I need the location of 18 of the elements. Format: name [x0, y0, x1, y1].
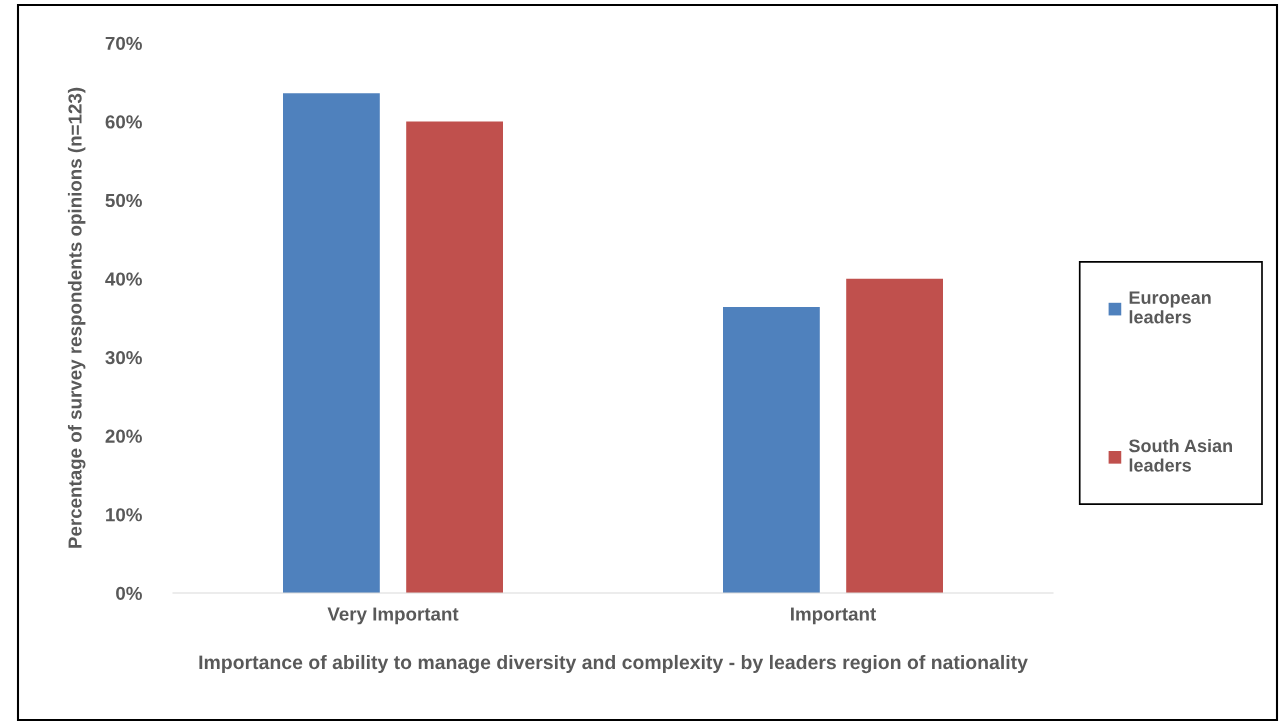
bar	[846, 278, 943, 593]
y-tick-label: 20%	[105, 429, 142, 443]
x-axis-title: Importance of ability to manage diversity and complexity - by leaders region of nationality	[199, 654, 1028, 674]
y-tick-label: 40%	[105, 272, 142, 286]
legend-label: European leaders	[1129, 291, 1211, 324]
x-tick-label: Very Important	[327, 607, 459, 625]
y-tick-label: 30%	[105, 350, 142, 365]
y-tick-label: 70%	[105, 36, 142, 50]
bar	[723, 307, 820, 593]
x-tick-label: Important	[791, 607, 876, 625]
y-axis-title: Percentage of survey respondents opinions (n=123)	[67, 87, 86, 548]
bar	[406, 121, 503, 593]
y-tick-label: 60%	[105, 115, 142, 129]
bar	[283, 93, 380, 593]
legend-label: South Asian leaders	[1128, 438, 1232, 472]
y-tick-label: 0%	[116, 586, 142, 600]
y-tick-label: 50%	[105, 193, 142, 208]
y-tick-label: 10%	[106, 508, 142, 522]
